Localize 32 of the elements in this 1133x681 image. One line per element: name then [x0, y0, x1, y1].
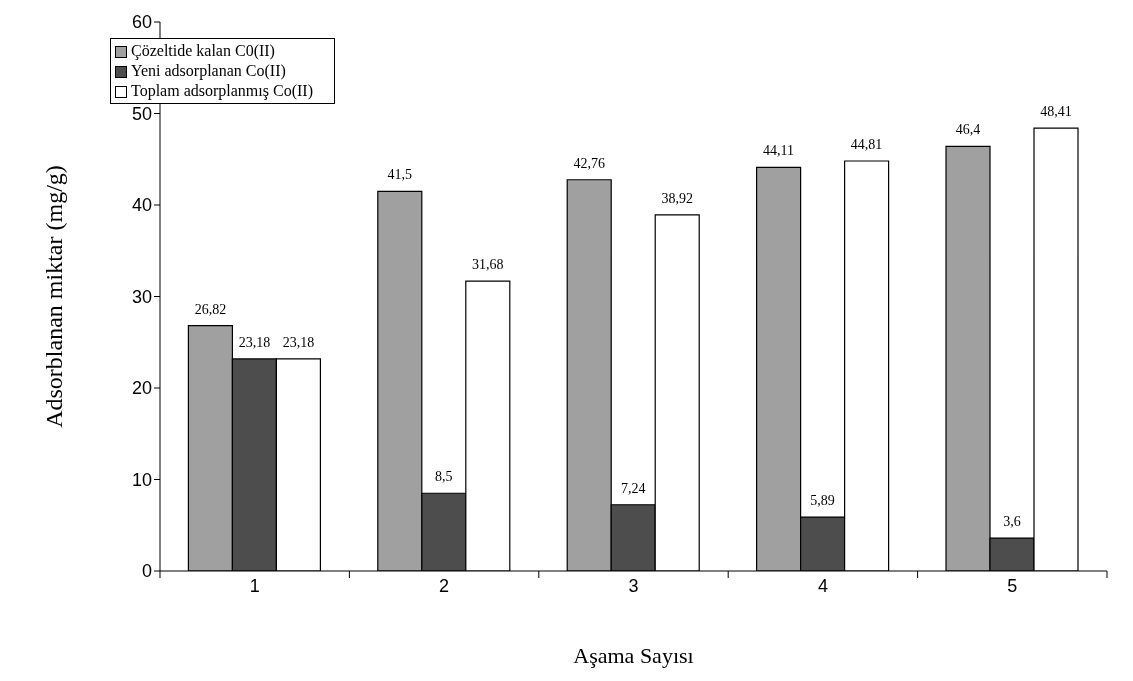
data-label: 46,4 — [955, 122, 981, 138]
data-label: 3,6 — [1003, 514, 1021, 530]
data-label: 8,5 — [435, 469, 453, 485]
data-label: 31,68 — [472, 257, 504, 273]
x-tick-label: 5 — [1007, 575, 1018, 596]
x-tick-label: 3 — [628, 575, 639, 596]
data-label: 23,18 — [282, 334, 315, 350]
y-tick-label: 20 — [131, 378, 152, 399]
x-axis-title: Aşama Sayısı — [573, 643, 694, 668]
data-label: 5,89 — [810, 493, 835, 509]
data-label: 23,18 — [238, 334, 271, 350]
y-tick-label: 50 — [131, 103, 152, 124]
x-tick-label: 4 — [817, 575, 828, 596]
data-label: 48,41 — [1040, 104, 1072, 120]
data-label: 44,81 — [850, 136, 883, 152]
legend-label: Çözeltide kalan C0(II) — [131, 41, 275, 61]
y-tick-label: 30 — [131, 286, 152, 307]
data-label: 38,92 — [661, 190, 693, 206]
y-axis-title: Adsorblanan miktar (mg/g) — [41, 165, 67, 428]
data-label: 26,82 — [194, 301, 227, 317]
data-label: 7,24 — [620, 480, 646, 496]
y-tick-label: 0 — [141, 561, 152, 582]
data-label: 41,5 — [387, 167, 413, 183]
legend-label: Yeni adsorplanan Co(II) — [131, 61, 286, 81]
x-tick-label: 1 — [249, 575, 260, 596]
legend-label: Toplam adsorplanmış Co(II) — [131, 81, 313, 101]
y-tick-label: 60 — [131, 12, 152, 33]
data-label: 42,76 — [573, 155, 605, 171]
x-tick-label: 2 — [439, 575, 450, 596]
y-tick-label: 10 — [131, 469, 152, 490]
data-label: 44,11 — [763, 143, 795, 159]
y-tick-label: 40 — [131, 195, 152, 216]
